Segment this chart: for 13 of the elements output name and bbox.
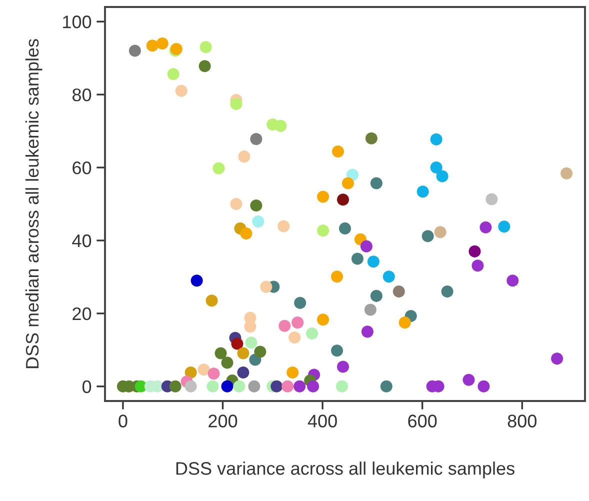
y-tick-label: 40 <box>72 234 92 248</box>
x-tick-label: 600 <box>408 414 437 428</box>
y-tick-label: 0 <box>82 380 92 394</box>
y-tick-label: 80 <box>72 88 92 102</box>
x-tick-label: 200 <box>208 414 238 428</box>
y-tick-label: 100 <box>63 16 92 28</box>
x-tick-label: 0 <box>118 414 128 428</box>
x-tick-label: 400 <box>308 414 337 428</box>
y-tick-label: 60 <box>72 161 92 174</box>
y-tick-label: 20 <box>72 307 92 320</box>
x-tick-label: 800 <box>508 414 536 428</box>
y-axis-title: DSS median across all leukemic samples <box>25 39 42 368</box>
x-axis-title: DSS variance across all leukemic samples <box>176 462 514 478</box>
